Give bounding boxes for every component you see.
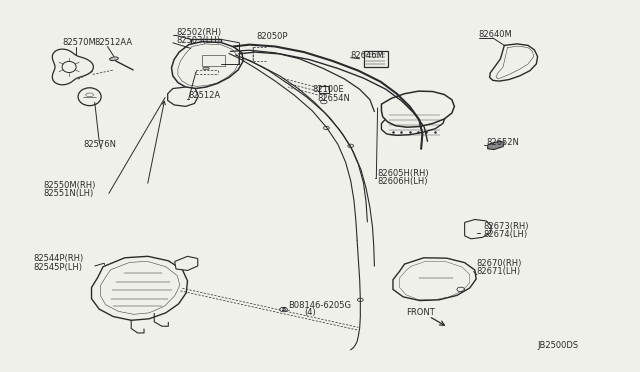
Polygon shape	[465, 219, 492, 239]
Text: 82673(RH): 82673(RH)	[483, 222, 529, 231]
Text: 82570M: 82570M	[63, 38, 97, 46]
Bar	[319, 86, 329, 93]
Polygon shape	[92, 256, 188, 320]
Text: 82652N: 82652N	[486, 138, 519, 147]
Bar	[364, 51, 388, 67]
Polygon shape	[381, 107, 445, 135]
Polygon shape	[381, 91, 454, 127]
Text: 82544P(RH): 82544P(RH)	[33, 254, 84, 263]
Text: 82605H(RH): 82605H(RH)	[378, 169, 429, 178]
Polygon shape	[168, 87, 198, 106]
Polygon shape	[490, 44, 538, 81]
Text: B08146-6205G: B08146-6205G	[288, 301, 351, 310]
Text: FRONT: FRONT	[406, 308, 435, 317]
Bar	[191, 39, 221, 64]
Text: 82671(LH): 82671(LH)	[477, 267, 521, 276]
Text: JB2500DS: JB2500DS	[538, 341, 579, 350]
Text: 82050P: 82050P	[256, 32, 287, 41]
Polygon shape	[172, 42, 243, 89]
Text: 82670(RH): 82670(RH)	[477, 259, 522, 268]
Polygon shape	[393, 258, 476, 301]
Polygon shape	[488, 141, 504, 150]
Text: 82640M: 82640M	[479, 30, 513, 39]
Text: 82674(LH): 82674(LH)	[483, 230, 527, 239]
Text: 82502(RH): 82502(RH)	[176, 28, 221, 37]
Text: 82576N: 82576N	[83, 140, 116, 149]
Text: 82654N: 82654N	[317, 94, 350, 103]
Bar	[202, 55, 225, 66]
Text: 82503(LH): 82503(LH)	[176, 36, 220, 45]
Text: 82551N(LH): 82551N(LH)	[44, 189, 94, 198]
Text: 82545P(LH): 82545P(LH)	[33, 263, 83, 272]
Text: 82512AA: 82512AA	[95, 38, 133, 46]
Text: 82100E: 82100E	[312, 85, 344, 94]
Text: 82646M: 82646M	[351, 51, 385, 60]
Text: 82550M(RH): 82550M(RH)	[44, 181, 96, 190]
Text: B: B	[282, 307, 285, 312]
Polygon shape	[175, 256, 198, 270]
Text: 82512A: 82512A	[189, 92, 221, 100]
Text: (4): (4)	[305, 308, 316, 317]
Text: 82606H(LH): 82606H(LH)	[378, 177, 428, 186]
